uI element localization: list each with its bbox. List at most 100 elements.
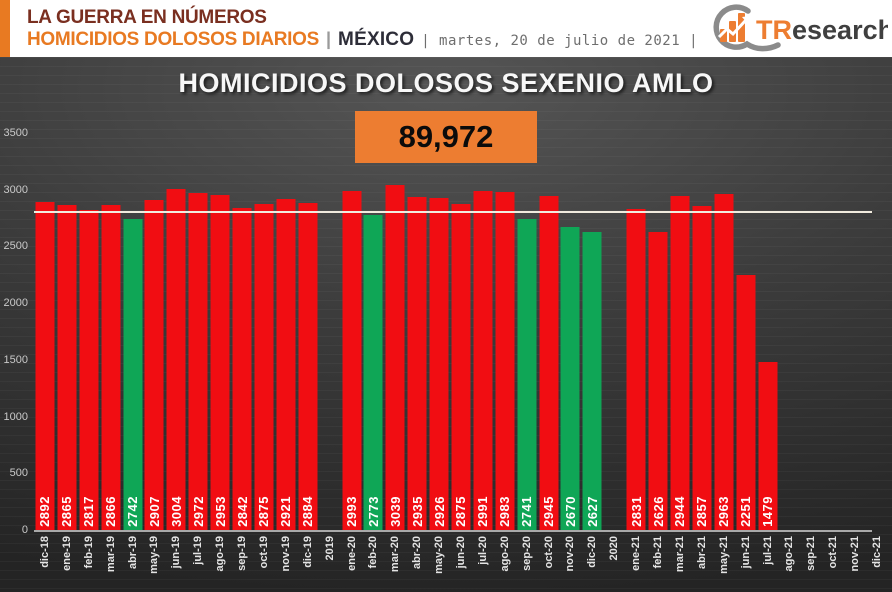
y-tick-label: 500 (9, 467, 28, 480)
y-tick-label: 0 (21, 524, 28, 536)
bar-column: 2935 (406, 133, 428, 530)
series-kicker: LA GUERRA EN NÚMEROS (27, 7, 267, 29)
x-tick-label: oct-21 (827, 536, 840, 569)
bar: 2935 (407, 197, 427, 530)
y-tick-label: 2500 (3, 240, 28, 253)
bar-value-label: 2865 (59, 496, 75, 527)
x-tick-label: ago-20 (498, 536, 511, 572)
bar-column: 2857 (691, 133, 713, 530)
bar-value-label: 2907 (146, 496, 162, 527)
total-callout-box: 89,972 (355, 111, 537, 163)
x-tick-label: feb-21 (652, 536, 665, 569)
bar-value-label: 2842 (234, 496, 250, 527)
x-tick-label: ago-19 (214, 536, 227, 572)
bar-value-label: 2972 (190, 496, 206, 527)
x-tick-label: abr-19 (126, 536, 139, 570)
bar: 2251 (736, 274, 756, 530)
bar-column: 2842 (231, 133, 253, 530)
bar-column: 2884 (297, 133, 319, 530)
bar-column (603, 133, 625, 530)
bar: 2892 (35, 201, 55, 530)
x-tick-label: ene-19 (60, 536, 73, 571)
bar-column: 2251 (735, 133, 757, 530)
x-tick-label: jun-20 (455, 536, 467, 569)
bar-column: 2907 (143, 133, 165, 530)
bar-column: 2670 (560, 133, 582, 530)
x-tick-label: may-20 (433, 536, 446, 574)
bar-column (822, 133, 844, 530)
x-tick-label: feb-19 (82, 536, 95, 569)
bar-column: 3039 (384, 133, 406, 530)
x-tick-label: mar-19 (104, 536, 117, 573)
logo-bar-tall (738, 12, 745, 42)
bar: 2865 (57, 205, 77, 530)
x-tick-label: dic-20 (586, 536, 599, 568)
bar-column: 2742 (122, 133, 144, 530)
y-tick-label: 2000 (3, 297, 28, 310)
bar-column: 2865 (56, 133, 78, 530)
bar-column (319, 133, 341, 530)
bar-value-label: 2921 (278, 496, 294, 527)
bar: 2983 (495, 191, 515, 530)
bar-column: 2993 (341, 133, 363, 530)
bar: 2907 (144, 200, 164, 530)
x-tick-label: ene-20 (345, 536, 358, 571)
logo-swoosh (713, 3, 781, 51)
bar-column: 2991 (472, 133, 494, 530)
bar: 2866 (101, 204, 121, 530)
chart-slide: HOMICIDIOS DOLOSOS SEXENIO AMLO 89,972 0… (0, 57, 892, 592)
total-value: 89,972 (398, 119, 494, 154)
bar: 2670 (560, 227, 580, 530)
bar-value-label: 2741 (519, 496, 535, 527)
logo-wordmark: TResearch (756, 15, 888, 45)
bar-value-label: 2875 (256, 496, 272, 527)
tresearch-logo: TResearch (706, 0, 888, 57)
x-tick-label: dic-19 (301, 536, 314, 568)
x-tick-label: sep-20 (520, 536, 533, 571)
bar-column: 2953 (209, 133, 231, 530)
bar-column (844, 133, 866, 530)
x-tick-label: 2020 (608, 536, 621, 561)
bar-column: 2926 (428, 133, 450, 530)
bar-column: 2773 (362, 133, 384, 530)
plot-area: 2892 2865 2817 2866 2742 2907 3004 2972 2953 2842… (34, 133, 888, 530)
bar-column: 2627 (581, 133, 603, 530)
bar: 2884 (298, 202, 318, 530)
bar-column: 2921 (275, 133, 297, 530)
header-subtitle-row: HOMICIDIOS DOLOSOS DIARIOS | MÉXICO | ma… (27, 29, 698, 50)
bar: 2944 (670, 196, 690, 530)
bar-column (866, 133, 888, 530)
accent-stripe (0, 0, 10, 57)
bar-value-label: 2963 (716, 496, 732, 527)
bar-column: 2963 (713, 133, 735, 530)
bar-value-label: 3039 (387, 496, 403, 527)
bar: 2972 (188, 192, 208, 530)
bar-value-label: 2945 (541, 496, 557, 527)
bar: 2842 (232, 207, 252, 530)
bar-value-label: 2884 (300, 496, 316, 527)
x-tick-label: oct-20 (542, 536, 555, 569)
bar: 2921 (276, 198, 296, 530)
x-tick-label: sep-21 (805, 536, 818, 571)
bar-value-label: 2670 (562, 496, 578, 527)
x-tick-label: ago-21 (783, 536, 796, 572)
bar-column (800, 133, 822, 530)
bar: 2831 (626, 208, 646, 530)
bar-value-label: 2251 (738, 496, 754, 527)
logo-arrowhead (742, 15, 750, 24)
bar: 2945 (539, 195, 559, 530)
y-tick-label: 3000 (3, 183, 28, 196)
x-tick-label: abr-20 (411, 536, 424, 570)
bar-value-label: 2831 (628, 496, 644, 527)
bar: 2857 (692, 205, 712, 530)
x-tick-label: may-21 (717, 536, 730, 574)
bar-column: 2945 (538, 133, 560, 530)
bar-column: 2741 (516, 133, 538, 530)
report-subtitle: HOMICIDIOS DOLOSOS DIARIOS (27, 28, 319, 50)
bar-column: 2892 (34, 133, 56, 530)
bar: 3004 (166, 189, 186, 530)
bar-value-label: 2817 (81, 496, 97, 527)
average-reference-line (34, 211, 872, 214)
bar-value-label: 2993 (344, 496, 359, 527)
bar: 3039 (385, 185, 405, 530)
